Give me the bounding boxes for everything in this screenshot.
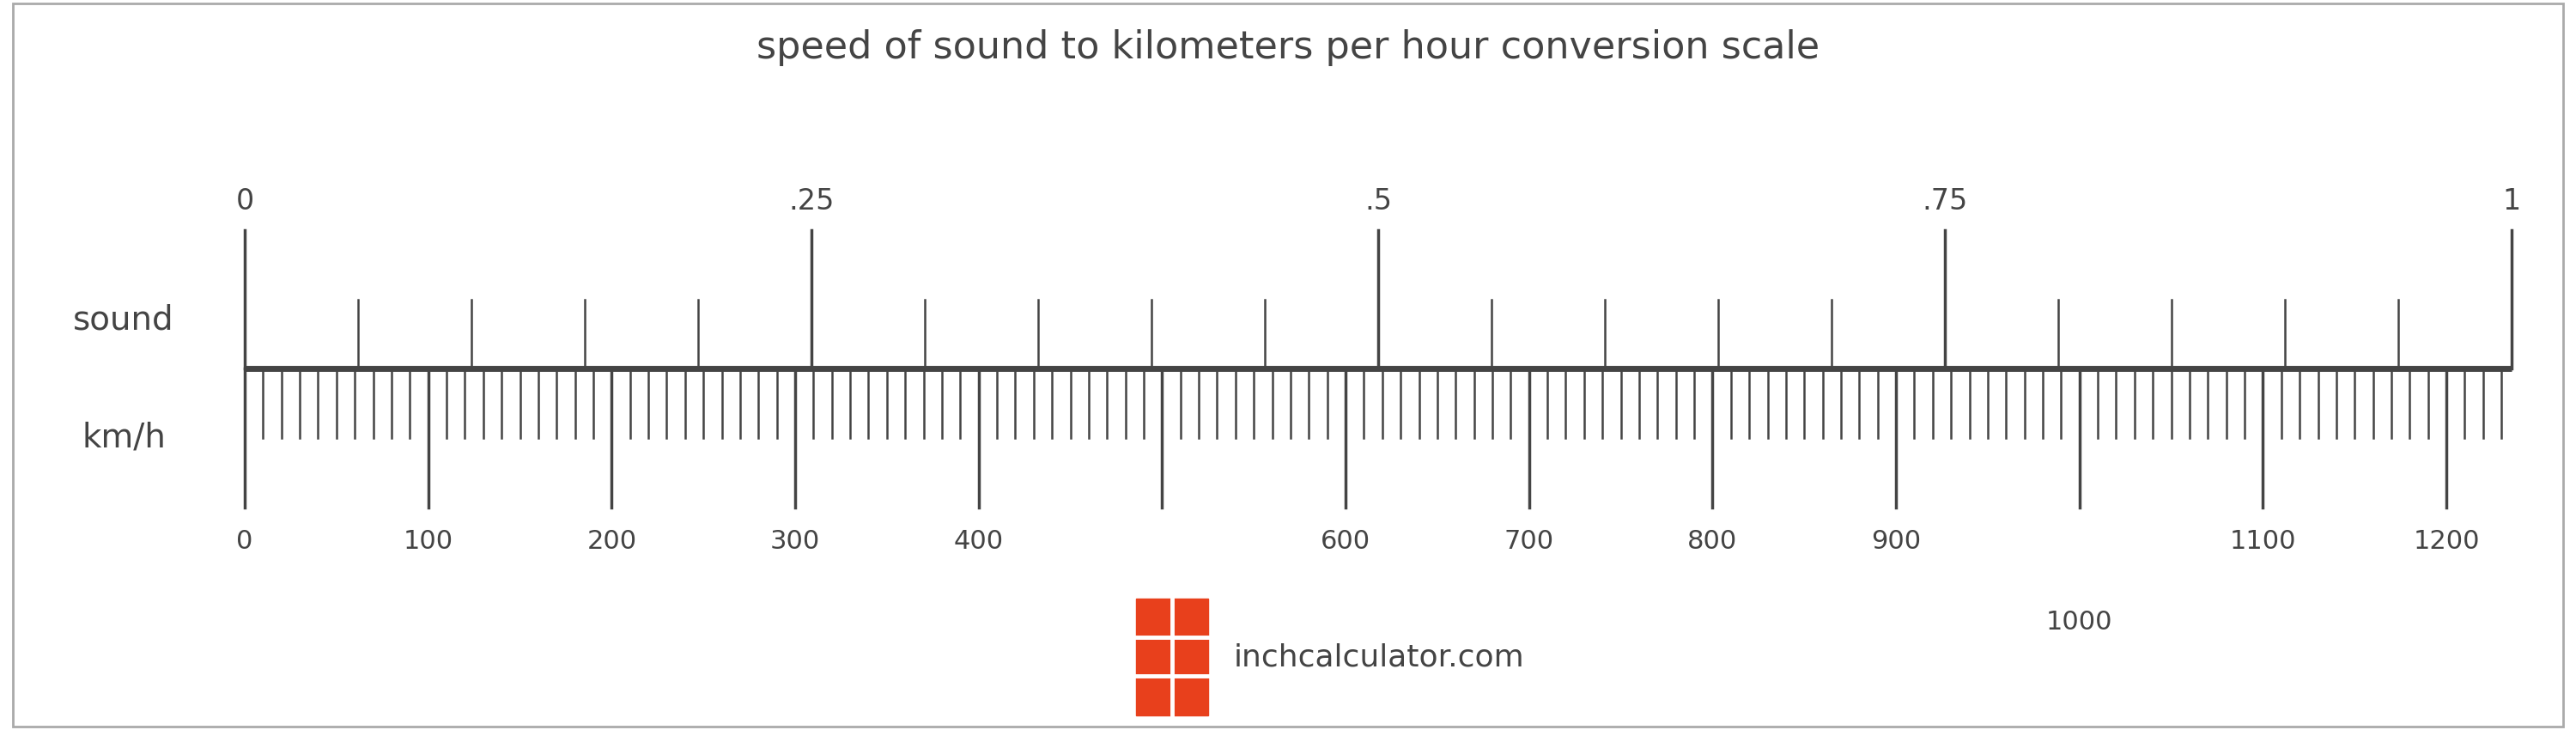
Text: 400: 400: [953, 529, 1005, 554]
Text: km/h: km/h: [82, 422, 165, 454]
Text: 600: 600: [1321, 529, 1370, 554]
Text: inchcalculator.com: inchcalculator.com: [1234, 642, 1525, 672]
Text: speed of sound to kilometers per hour conversion scale: speed of sound to kilometers per hour co…: [757, 29, 1819, 66]
Text: 700: 700: [1504, 529, 1553, 554]
Text: 1000: 1000: [2045, 610, 2112, 634]
Text: 1200: 1200: [2414, 529, 2481, 554]
Text: 0: 0: [234, 187, 255, 215]
Text: 800: 800: [1687, 529, 1739, 554]
FancyBboxPatch shape: [1136, 599, 1208, 715]
Text: 1100: 1100: [2231, 529, 2295, 554]
Text: .25: .25: [788, 187, 835, 215]
Text: 500: 500: [1136, 610, 1188, 634]
Text: .5: .5: [1365, 187, 1391, 215]
Text: 1: 1: [2501, 187, 2522, 215]
Text: .75: .75: [1922, 187, 1968, 215]
Text: 900: 900: [1870, 529, 1922, 554]
Text: 100: 100: [404, 529, 453, 554]
Text: 0: 0: [237, 529, 252, 554]
Text: 200: 200: [587, 529, 636, 554]
Text: 300: 300: [770, 529, 819, 554]
Text: sound: sound: [72, 304, 175, 337]
